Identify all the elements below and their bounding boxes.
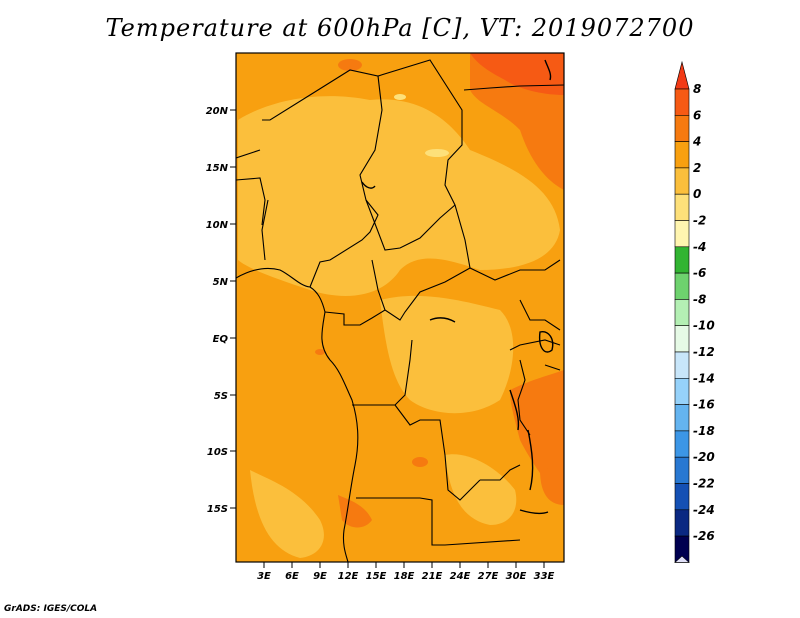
longitude-axis: 3E 6E 9E 12E 15E 18E 21E 24E 27E 30E 33E xyxy=(257,562,555,582)
colorbar-top-arrow xyxy=(674,60,690,90)
colorbar-label: -10 xyxy=(693,319,715,333)
colorbar-label: -22 xyxy=(693,477,715,491)
colorbar-segment xyxy=(674,141,690,169)
colorbar-segment xyxy=(674,351,690,379)
lon-label: 15E xyxy=(366,571,387,582)
lon-label: 27E xyxy=(478,571,499,582)
colorbar: 8 6 4 2 0 -2 -4 -6 -8 -10 -12 -14 -16 -18 -20 -22 -24 -26 xyxy=(674,60,715,563)
colorbar-segment xyxy=(674,220,690,248)
lat-label: 15S xyxy=(207,504,228,515)
colorbar-segment xyxy=(674,272,690,300)
lon-label: 21E xyxy=(422,571,443,582)
country-borders xyxy=(236,59,564,562)
lat-label: 5S xyxy=(214,391,228,402)
colorbar-label: -26 xyxy=(693,529,715,543)
map-frame xyxy=(235,52,565,563)
colorbar-segment xyxy=(674,430,690,458)
lon-label: 6E xyxy=(285,571,299,582)
colorbar-segment xyxy=(674,509,690,537)
colorbar-label: 6 xyxy=(693,108,701,122)
lat-label: 15N xyxy=(206,163,229,174)
lakes xyxy=(361,59,554,515)
colorbar-label: -20 xyxy=(693,450,715,464)
colorbar-label: 0 xyxy=(693,187,701,201)
colorbar-segment xyxy=(674,456,690,484)
colorbar-segment xyxy=(674,193,690,221)
lat-label: 20N xyxy=(206,106,229,117)
lat-label: EQ xyxy=(213,334,229,345)
colorbar-segment xyxy=(674,299,690,326)
lon-label: 30E xyxy=(506,571,527,582)
temperature-field xyxy=(236,53,564,562)
lon-label: 18E xyxy=(394,571,415,582)
colorbar-segment xyxy=(674,115,690,142)
lon-label: 3E xyxy=(257,571,271,582)
lon-label: 12E xyxy=(338,571,359,582)
colorbar-segment xyxy=(674,88,690,116)
colorbar-label: -24 xyxy=(693,503,715,517)
colorbar-label: -14 xyxy=(693,371,715,385)
colorbar-segment xyxy=(674,483,690,511)
latitude-axis: 20N 15N 10N 5N EQ 5S 10S 15S xyxy=(206,106,236,515)
map-title: Temperature at 600hPa [C], VT: 201907270… xyxy=(105,14,695,42)
lon-label: 9E xyxy=(313,571,327,582)
colorbar-segment xyxy=(674,167,690,195)
colorbar-segment xyxy=(674,246,690,274)
colorbar-segment xyxy=(674,325,690,353)
colorbar-segment xyxy=(674,404,690,432)
colorbar-label: -2 xyxy=(693,214,706,228)
colorbar-label: 4 xyxy=(692,135,701,149)
colorbar-bottom-arrow xyxy=(674,555,690,563)
lon-label: 24E xyxy=(450,571,471,582)
colorbar-label: -18 xyxy=(693,424,715,438)
lat-label: 10N xyxy=(206,220,229,231)
colorbar-label: 8 xyxy=(693,82,701,96)
credit-label: GrADS: IGES/COLA xyxy=(4,604,98,614)
lat-label: 5N xyxy=(213,277,229,288)
colorbar-label: -8 xyxy=(693,292,706,306)
colorbar-label: -4 xyxy=(693,240,706,254)
colorbar-label: 2 xyxy=(693,161,701,175)
colorbar-segment xyxy=(674,377,690,405)
colorbar-label: -16 xyxy=(693,398,715,412)
colorbar-label: -6 xyxy=(693,266,706,280)
lat-label: 10S xyxy=(207,447,228,458)
colorbar-label: -12 xyxy=(693,345,715,359)
lon-label: 33E xyxy=(534,571,555,582)
